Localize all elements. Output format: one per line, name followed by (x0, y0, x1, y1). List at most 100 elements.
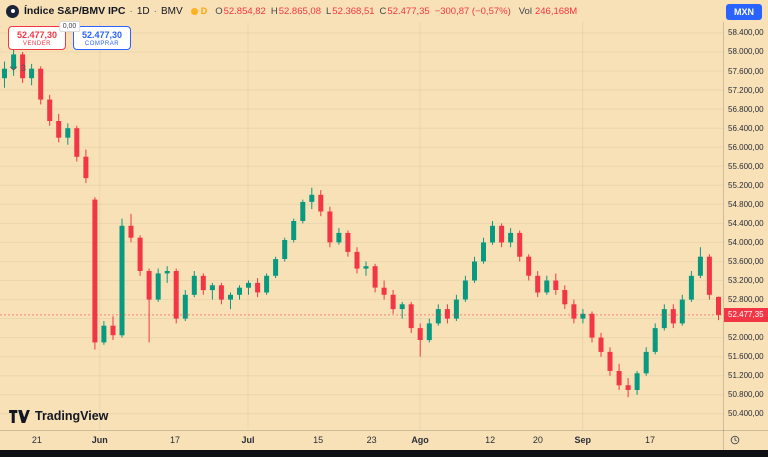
candle-body (634, 373, 640, 390)
currency-button[interactable]: MXN (726, 4, 762, 20)
close-label: C (379, 5, 387, 17)
price-tick-label: 53.200,00 (728, 276, 764, 285)
candle-body (661, 309, 667, 329)
price-tick-label: 57.600,00 (728, 66, 764, 76)
candlestick-chart[interactable] (0, 22, 723, 430)
candle-body (110, 325, 116, 336)
sell-label: VENDER (22, 41, 51, 47)
time-tick-label: Jun (91, 435, 108, 445)
candle-body (92, 199, 98, 343)
time-tick-label: Sep (574, 435, 591, 445)
candle-body (291, 221, 297, 240)
time-axis[interactable]: 21 Jun 17 Jul 15 23 Ago 12 20 Sep 17 (0, 430, 768, 450)
candle-body (128, 225, 134, 238)
time-ticks: 21 Jun 17 Jul 15 23 Ago 12 20 Sep 17 (0, 431, 723, 450)
price-tick-label: 56.800,00 (728, 104, 764, 114)
candle-body (535, 275, 541, 293)
price-tick-label: 54.000,00 (728, 237, 764, 247)
candle-body (200, 275, 206, 291)
price-tick-label: 58.000,00 (728, 47, 764, 57)
candle-body (553, 280, 559, 290)
price-tick-label: 56.400,00 (728, 123, 764, 133)
price-tick-label: 55.600,00 (728, 161, 764, 171)
time-axis-settings[interactable] (723, 430, 768, 450)
separator-dot: · (153, 5, 158, 17)
time-tick-label: Jul (241, 435, 255, 445)
top-toolbar: Índice S&P/BMV IPC · 1D · BMV D O 52.854… (0, 0, 768, 22)
candle-body (481, 242, 486, 262)
candle-body (679, 299, 685, 324)
tradingview-logo-text: TradingView (35, 409, 109, 423)
candle-body (65, 128, 71, 138)
candle-body (182, 294, 188, 319)
low-value: 52.368,51 (332, 5, 375, 17)
candle-body (38, 68, 44, 100)
spread-value: 0,00 (58, 21, 81, 32)
candle-body (580, 313, 586, 319)
sell-button[interactable]: 52.477,30 VENDER (8, 26, 66, 50)
delayed-data-badge[interactable]: D (200, 6, 208, 16)
candle-body (246, 282, 251, 288)
price-axis[interactable]: 58.400,00 58.000,00 57.600,00 57.200,00 56.8… (723, 22, 768, 430)
candle-body (372, 266, 378, 288)
price-tick-label: 52.800,00 (728, 295, 764, 305)
volume-value: 246,168M (534, 5, 578, 17)
candle-body (273, 259, 279, 276)
price-tick-label: 51.200,00 (728, 371, 764, 381)
candle-body (282, 240, 288, 259)
volume-label: Vol (518, 5, 532, 17)
time-tick-label: 23 (366, 435, 377, 445)
time-tick-label: 12 (485, 435, 496, 445)
candle-body (363, 266, 369, 269)
candle-body (56, 121, 62, 138)
sell-price: 52.477,30 (16, 30, 58, 40)
candle-body (652, 328, 658, 352)
price-tick-label: 56.000,00 (728, 142, 764, 152)
candle-body (607, 351, 613, 371)
candle-body (146, 271, 152, 300)
candle-body (670, 309, 676, 324)
clock-icon (730, 435, 740, 445)
symbol-name[interactable]: Índice S&P/BMV IPC (24, 5, 126, 17)
candle-body (517, 232, 523, 257)
candle-body (399, 304, 405, 310)
exchange-name: BMV (161, 5, 183, 17)
candle-body (354, 251, 360, 269)
buy-button[interactable]: 52.477,30 COMPRAR (73, 26, 131, 50)
price-tick-label: 51.600,00 (728, 352, 764, 362)
candle-body (462, 280, 468, 300)
price-tick-label: 50.800,00 (728, 390, 764, 400)
time-tick-label: Ago (411, 435, 429, 445)
tradingview-logo[interactable]: TradingView (9, 409, 108, 423)
candle-body (173, 271, 179, 319)
price-tick-label: 54.400,00 (728, 218, 764, 228)
candle-body (472, 261, 477, 281)
candle-body (589, 313, 595, 338)
separator-dot: · (129, 5, 133, 17)
object-tree-toggle[interactable]: 3 (9, 63, 27, 73)
buy-label: COMPRAR (84, 41, 120, 47)
candle-body (309, 194, 315, 202)
candle-body (706, 256, 712, 295)
close-value: 52.477,35 (387, 5, 430, 17)
candle-body (327, 211, 333, 243)
time-tick-label: 21 (31, 435, 42, 445)
candle-body (526, 256, 532, 276)
candle-body (562, 290, 568, 305)
interval-button[interactable]: 1D (136, 5, 150, 17)
candle-body (300, 202, 306, 221)
candle-body (408, 304, 414, 329)
candle-body (688, 275, 694, 300)
candle-body (228, 294, 233, 300)
candle-body (453, 299, 459, 319)
candle-body (47, 99, 53, 121)
trade-panel: 52.477,30 VENDER 0,00 52.477,30 COMPRAR (8, 21, 131, 50)
candle-body (616, 371, 622, 386)
bottom-strip (0, 450, 768, 457)
candle-body (643, 351, 649, 374)
high-label: H (270, 5, 278, 17)
time-tick-label: 17 (169, 435, 180, 445)
object-tree-count: 3 (21, 63, 27, 73)
time-tick-label: 17 (644, 435, 655, 445)
price-tick-label: 53.600,00 (728, 256, 764, 266)
